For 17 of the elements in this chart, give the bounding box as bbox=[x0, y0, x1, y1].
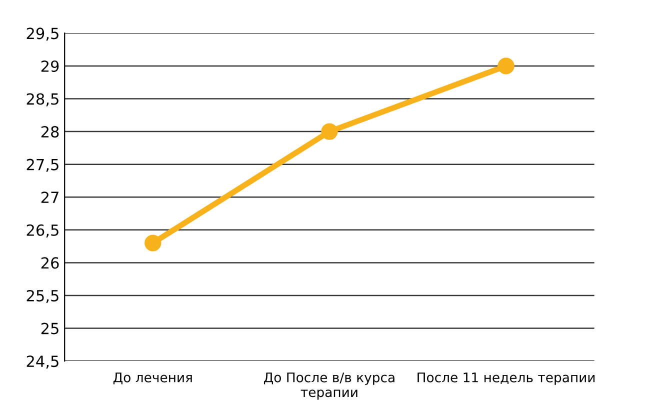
y-tick-label: 28 bbox=[41, 126, 59, 138]
y-tick-label: 26,5 bbox=[26, 224, 58, 238]
x-tick-label: После 11 недель терапии bbox=[418, 372, 595, 385]
y-tick-label: 26 bbox=[41, 257, 59, 269]
x-tick-label: До После в/в курса терапии bbox=[264, 372, 394, 400]
y-tick-label: 27,5 bbox=[26, 158, 58, 172]
point bbox=[321, 123, 338, 140]
y-tick-label: 29 bbox=[41, 60, 59, 72]
y-tick-label: 29,5 bbox=[26, 28, 58, 41]
point bbox=[498, 58, 514, 74]
y-tick-label: 27 bbox=[41, 192, 58, 203]
x-tick-label: До лечения bbox=[113, 372, 192, 384]
y-tick-label: 24,5 bbox=[26, 356, 58, 369]
y-tick-label: 28,5 bbox=[26, 93, 58, 106]
y-tick-label: 25,5 bbox=[26, 290, 58, 304]
point bbox=[144, 234, 162, 252]
y-tick-label: 25 bbox=[41, 322, 58, 334]
